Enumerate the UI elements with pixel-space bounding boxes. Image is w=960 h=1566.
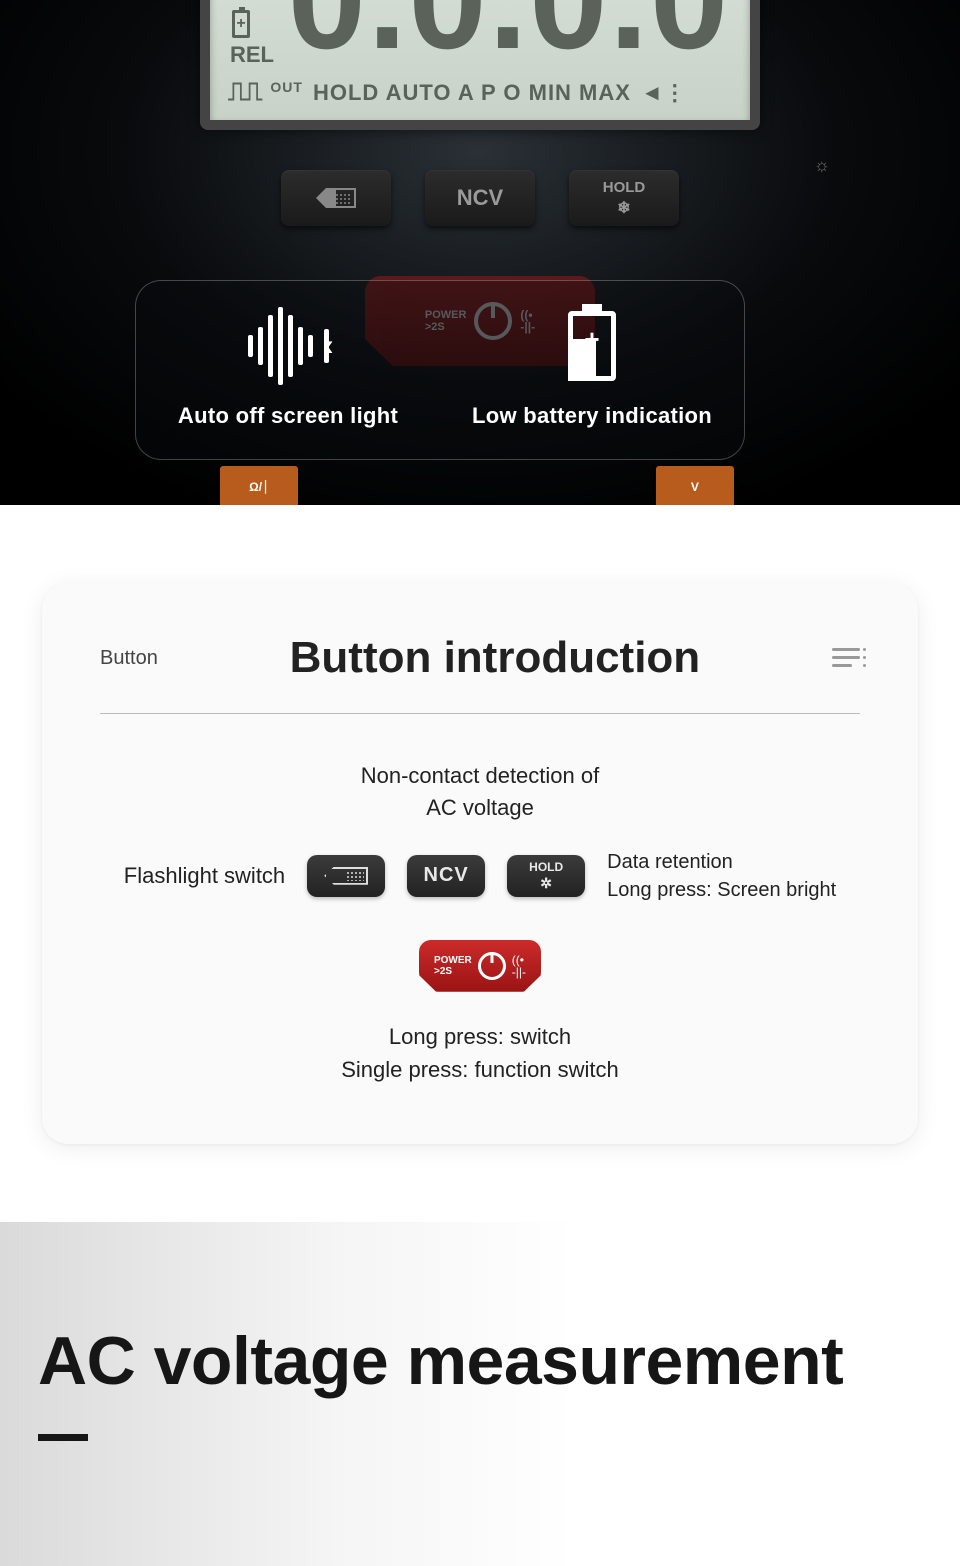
low-battery-icon: + (568, 311, 616, 381)
soundwave-icon: ‹ (248, 311, 329, 381)
ncv-button: NCV (425, 170, 535, 226)
ohm-chip: Ω/⏐ (220, 466, 298, 505)
ac-title-underline (38, 1434, 88, 1441)
power-chip-icon (478, 952, 506, 980)
power-chip-label: POWER (434, 955, 472, 966)
ncv-line1: Non-contact detection of (100, 760, 860, 792)
button-explain-row: Flashlight switch NCV HOLD ✲ Data retent… (100, 848, 860, 904)
flashlight-button (281, 170, 391, 226)
hold-chip: HOLD ✲ (507, 855, 585, 897)
hold-snow-icon: ✲ (540, 875, 552, 892)
flashlight-chip (307, 855, 385, 897)
card-title: Button introduction (178, 633, 812, 683)
feature-low-battery-label: Low battery indication (472, 403, 712, 429)
wave-chevron: ‹ (324, 329, 329, 363)
hold-button-label: HOLD (603, 179, 646, 196)
lcd-rel-text: REL (230, 42, 274, 68)
speaker-icon: ◄⋮ (641, 80, 687, 106)
menu-icon (832, 648, 860, 668)
power-chip-time: >2S (434, 966, 472, 977)
battery-icon (232, 10, 250, 38)
hold-chip-label: HOLD (529, 860, 563, 874)
lcd-bottom-row: ⎍⎍ OUT HOLD AUTO A P O MIN MAX ◄⋮ (228, 78, 732, 108)
snowflake-icon: ❄ (617, 198, 630, 218)
feature-auto-off: ‹ Auto off screen light (136, 281, 440, 459)
lcd-square-wave: ⎍⎍ (228, 78, 260, 108)
volt-chip: V (656, 466, 734, 505)
lcd-digits: 0.0.0.0 (288, 0, 730, 70)
hold-button: HOLD ❄ (569, 170, 679, 226)
ncv-chip: NCV (407, 855, 485, 897)
brightness-icon: ☼ (814, 155, 831, 176)
card-header: Button Button introduction (100, 633, 860, 683)
feature-low-battery: + Low battery indication (440, 281, 744, 459)
hero-product-section: REL 0.0.0.0 ⎍⎍ OUT HOLD AUTO A P O MIN M… (0, 0, 960, 505)
flashlight-label: Flashlight switch (124, 863, 285, 889)
card-eyebrow: Button (100, 647, 158, 670)
ncv-line2: AC voltage (100, 792, 860, 824)
card-section: Button Button introduction Non-contact d… (0, 505, 960, 1222)
ac-voltage-section: AC voltage measurement (0, 1222, 960, 1566)
lcd-out-label: OUT (270, 79, 303, 95)
power-chip: POWER >2S ((• -||- (419, 940, 541, 992)
hold-description: Data retention Long press: Screen bright (607, 848, 836, 904)
feature-auto-off-label: Auto off screen light (178, 403, 398, 429)
power-signal-icon: ((• (512, 954, 526, 966)
power-cap-icon: -||- (512, 966, 526, 978)
lcd-status-text: HOLD AUTO A P O MIN MAX (313, 80, 631, 106)
power-line2: Single press: function switch (100, 1053, 860, 1086)
device-button-row: NCV HOLD ❄ (200, 170, 760, 226)
button-intro-card: Button Button introduction Non-contact d… (42, 583, 918, 1144)
dial-labels: Ω/⏐ 0.1Ω-60MΩ V 0.6V-600V (220, 466, 740, 505)
power-description: Long press: switch Single press: functio… (100, 1020, 860, 1086)
ac-voltage-title: AC voltage measurement (38, 1322, 922, 1400)
power-line1: Long press: switch (100, 1020, 860, 1053)
feature-overlay: ‹ Auto off screen light + Low battery in… (135, 280, 745, 460)
flashlight-icon (324, 867, 368, 885)
hold-line2: Long press: Screen bright (607, 876, 836, 904)
hold-line1: Data retention (607, 848, 836, 876)
lcd-screen: REL 0.0.0.0 ⎍⎍ OUT HOLD AUTO A P O MIN M… (200, 0, 760, 130)
card-divider (100, 713, 860, 714)
ncv-description: Non-contact detection of AC voltage (100, 760, 860, 824)
